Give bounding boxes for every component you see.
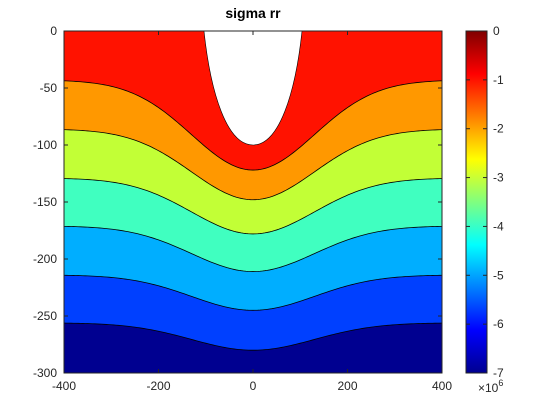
contour-lines <box>64 80 442 351</box>
colorbar-multiplier: ×106 <box>478 378 503 395</box>
colorbar-tick-label: -5 <box>493 268 504 282</box>
contour-bands <box>64 31 442 373</box>
contour-line <box>64 178 442 235</box>
colorbar-tick-label: -6 <box>493 317 504 331</box>
x-tick-label: 400 <box>432 379 452 393</box>
contour-line <box>64 322 442 351</box>
y-tick-label: -100 <box>33 138 57 152</box>
x-tick-label: -400 <box>52 379 76 393</box>
colorbar-tick-label: -1 <box>493 73 504 87</box>
colorbar-ticks: 0 -1 -2 -3 -4 -5 -6 -7 <box>466 24 504 380</box>
colorbar-gradient <box>465 30 488 374</box>
y-tick-label: -200 <box>33 252 57 266</box>
y-tick-label: -300 <box>33 366 57 380</box>
x-tick-label: 0 <box>250 379 257 393</box>
colorbar-tick-label: -3 <box>493 171 504 185</box>
contour-band <box>64 323 442 373</box>
y-axis: 0 -50 -100 -150 -200 -250 -300 <box>33 24 442 380</box>
contour-line <box>64 80 442 171</box>
colorbar-tick-label: -4 <box>493 219 504 233</box>
colorbar: 0 -1 -2 -3 -4 -5 -6 -7 ×106 <box>465 24 504 395</box>
y-tick-label: -250 <box>33 309 57 323</box>
x-tick-label: -200 <box>146 379 170 393</box>
y-tick-label: -150 <box>33 195 57 209</box>
chart-title: sigma rr <box>225 5 281 21</box>
colorbar-multiplier-exponent: 6 <box>498 378 503 388</box>
contour-line <box>64 129 442 201</box>
hole-region <box>203 31 303 146</box>
x-axis: -400 -200 0 200 400 <box>52 31 452 393</box>
contour-line <box>64 274 442 311</box>
y-tick-label: 0 <box>50 24 57 38</box>
contour-line <box>64 225 442 272</box>
y-tick-label: -50 <box>40 81 58 95</box>
colorbar-tick-label: -7 <box>493 366 504 380</box>
colorbar-tick-label: 0 <box>493 24 500 38</box>
plot-area <box>64 31 442 373</box>
colorbar-multiplier-base: ×10 <box>478 381 499 395</box>
colorbar-tick-label: -2 <box>493 122 504 136</box>
x-tick-label: 200 <box>337 379 357 393</box>
